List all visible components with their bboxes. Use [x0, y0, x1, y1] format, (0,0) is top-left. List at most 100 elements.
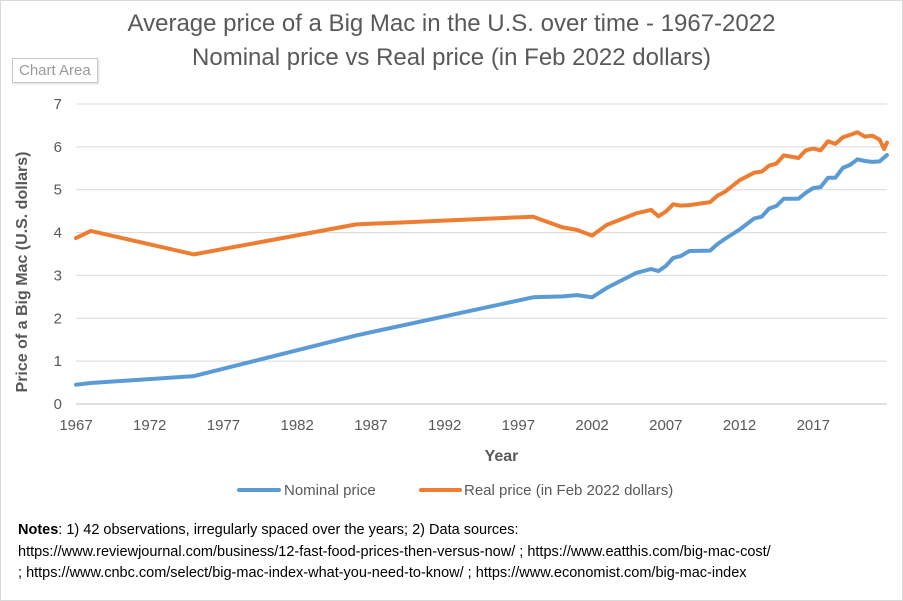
chart-title: Average price of a Big Mac in the U.S. o… — [127, 10, 776, 37]
data-point — [863, 135, 867, 138]
data-point — [775, 204, 778, 208]
data-point — [192, 374, 196, 378]
source-url-1[interactable]: https://www.reviewjournal.com/business/1… — [18, 543, 516, 560]
chart-area-tooltip: Chart Area — [12, 58, 98, 83]
notes: Notes: 1) 42 observations, irregularly s… — [18, 522, 771, 581]
data-point — [819, 185, 822, 189]
data-point — [812, 147, 815, 150]
data-point — [804, 191, 808, 194]
x-tick-label: 1982 — [280, 417, 313, 434]
data-point — [848, 133, 852, 137]
data-point — [671, 203, 675, 206]
data-point — [649, 267, 653, 271]
data-point — [738, 228, 741, 231]
data-point — [797, 156, 800, 160]
data-point — [797, 197, 800, 200]
data-point — [679, 254, 682, 258]
data-point — [848, 163, 852, 167]
data-point — [882, 147, 886, 151]
x-tick-label: 1997 — [502, 417, 535, 434]
data-point — [688, 203, 691, 207]
y-tick-label: 5 — [54, 182, 62, 199]
y-axis-title: Price of a Big Mac (U.S. dollars) — [14, 152, 31, 393]
data-point — [738, 179, 741, 182]
data-point — [767, 207, 771, 210]
data-point — [354, 223, 358, 226]
data-point — [841, 136, 844, 139]
x-tick-label: 1967 — [59, 417, 92, 434]
data-point — [605, 223, 609, 227]
data-point — [819, 149, 822, 152]
data-point — [671, 256, 675, 260]
y-tick-label: 3 — [54, 267, 62, 284]
data-point — [863, 159, 867, 163]
data-point — [664, 210, 668, 213]
x-tick-label: 2012 — [723, 417, 756, 434]
y-tick-label: 4 — [54, 225, 62, 242]
notes-text: : 1) 42 observations, irregularly spaced… — [58, 522, 519, 538]
y-tick-label: 6 — [54, 139, 62, 156]
data-point — [723, 190, 726, 194]
y-tick-label: 2 — [54, 310, 62, 327]
data-point — [841, 166, 844, 170]
data-point — [775, 162, 778, 165]
data-point — [89, 229, 92, 233]
data-point — [782, 154, 785, 157]
source-url-4[interactable]: https://www.economist.com/big-mac-index — [475, 565, 747, 581]
legend-label: Real price (in Feb 2022 dollars) — [464, 482, 673, 499]
source-url-3[interactable]: https://www.cnbc.com/select/big-mac-inde… — [26, 565, 464, 581]
data-point — [878, 138, 881, 141]
data-point — [708, 200, 712, 204]
data-point — [657, 269, 660, 273]
series-line-real — [74, 130, 889, 257]
notes-label: Notes — [18, 522, 59, 538]
data-point — [354, 334, 358, 337]
data-point — [760, 215, 763, 218]
data-point — [723, 237, 726, 241]
data-point — [74, 236, 78, 240]
data-point — [767, 164, 771, 167]
data-point — [826, 140, 830, 143]
x-tick-label: 2007 — [649, 417, 682, 434]
data-point — [635, 271, 638, 275]
data-point — [871, 134, 874, 137]
y-tick-label: 0 — [54, 396, 62, 413]
data-point — [885, 153, 889, 157]
data-point — [753, 171, 756, 174]
data-point — [856, 131, 859, 134]
data-point — [605, 286, 609, 290]
data-point — [856, 158, 859, 161]
source-url-2[interactable]: https://www.eatthis.com/big-mac-cost/ — [527, 543, 771, 560]
data-point — [871, 160, 874, 164]
data-point — [664, 264, 668, 268]
data-point — [89, 381, 92, 385]
data-point — [885, 141, 889, 144]
x-tick-label: 1987 — [354, 417, 387, 434]
data-point — [716, 194, 719, 197]
data-point — [812, 186, 815, 190]
x-tick-label: 2002 — [575, 417, 608, 434]
data-point — [531, 215, 535, 218]
y-tick-label: 7 — [54, 96, 62, 113]
data-point — [716, 242, 719, 246]
data-point — [753, 217, 756, 220]
data-point — [576, 293, 579, 297]
x-axis-title: Year — [485, 448, 519, 465]
x-tick-label: 2017 — [797, 417, 830, 434]
data-point — [657, 215, 660, 218]
x-tick-label: 1972 — [133, 417, 166, 434]
data-point — [878, 160, 881, 163]
data-point — [688, 249, 691, 253]
data-point — [826, 176, 830, 179]
data-point — [561, 295, 564, 298]
legend-label: Nominal price — [284, 482, 376, 499]
data-point — [782, 197, 785, 200]
y-tick-label: 1 — [54, 353, 62, 370]
chart-subtitle: Nominal price vs Real price (in Feb 2022… — [192, 44, 711, 71]
data-point — [74, 383, 78, 386]
data-point — [590, 296, 594, 299]
data-point — [635, 212, 638, 215]
data-point — [760, 170, 763, 173]
